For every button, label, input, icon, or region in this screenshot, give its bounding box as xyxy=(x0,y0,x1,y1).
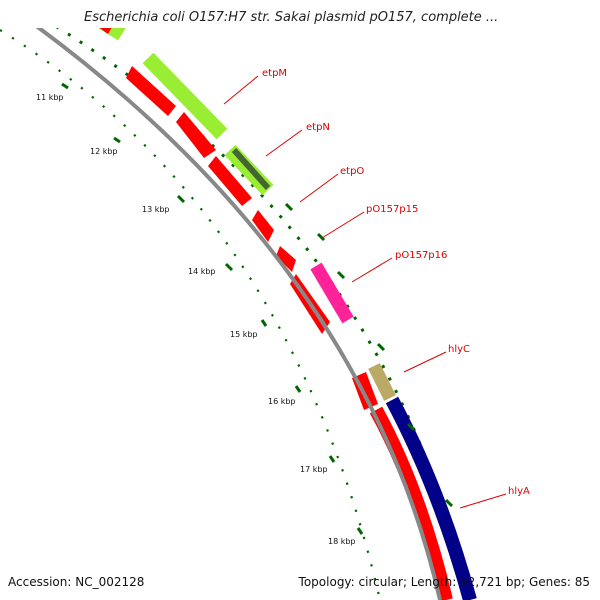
scale-label: 15 kbp xyxy=(230,330,258,339)
cds-arrow xyxy=(99,28,112,34)
etp-feature-bar xyxy=(98,28,274,196)
cds-arrow xyxy=(276,246,296,272)
hlyC-feature-bar xyxy=(368,363,396,401)
scale-labels: 11 kbp 12 kbp 13 kbp 14 kbp 15 kbp 16 kb… xyxy=(36,93,356,546)
gene-label-etpN: etpN xyxy=(306,122,330,133)
cds-arrow xyxy=(252,210,274,242)
gene-label-hlyA: hlyA xyxy=(508,486,530,497)
backbone-ring xyxy=(35,28,442,600)
scale-label: 18 kbp xyxy=(328,537,356,546)
cds-arrows xyxy=(99,28,378,410)
hlyA-cds-band xyxy=(369,406,453,600)
gene-label-hlyC: hlyC xyxy=(448,344,470,355)
scale-label: 17 kbp xyxy=(300,465,328,474)
major-ticks xyxy=(61,82,454,535)
accession-text: Accession: NC_002128 xyxy=(8,575,144,589)
pO157p16-feature-bar xyxy=(310,262,354,324)
scale-label: 13 kbp xyxy=(142,205,170,214)
gene-label-pO157p16: pO157p16 xyxy=(395,250,447,261)
etpN-feature-stripe xyxy=(231,147,271,191)
scale-label: 14 kbp xyxy=(188,267,216,276)
outer-tick-ring xyxy=(55,28,472,600)
gene-label-pO157p15: pO157p15 xyxy=(366,204,418,215)
label-leaders xyxy=(223,75,507,509)
cds-arrow xyxy=(126,66,176,116)
gene-labels: etpM etpN etpO pO157p15 pO157p16 hlyC hl… xyxy=(262,68,530,497)
cds-arrow xyxy=(176,112,216,158)
map-layer: 11 kbp 12 kbp 13 kbp 14 kbp 15 kbp 16 kb… xyxy=(0,28,530,600)
scale-label: 16 kbp xyxy=(268,397,296,406)
gene-label-etpM: etpM xyxy=(262,68,287,79)
scale-label: 12 kbp xyxy=(90,147,118,156)
map-title: Escherichia coli O157:H7 str. Sakai plas… xyxy=(84,10,498,25)
cds-arrow xyxy=(208,156,252,206)
hlyA-feature-bar xyxy=(385,396,477,600)
scale-label: 11 kbp xyxy=(36,93,64,102)
gene-label-etpO: etpO xyxy=(340,166,364,177)
topology-summary: Topology: circular; Length: 92,721 bp; G… xyxy=(298,575,590,589)
title-background xyxy=(0,0,600,28)
